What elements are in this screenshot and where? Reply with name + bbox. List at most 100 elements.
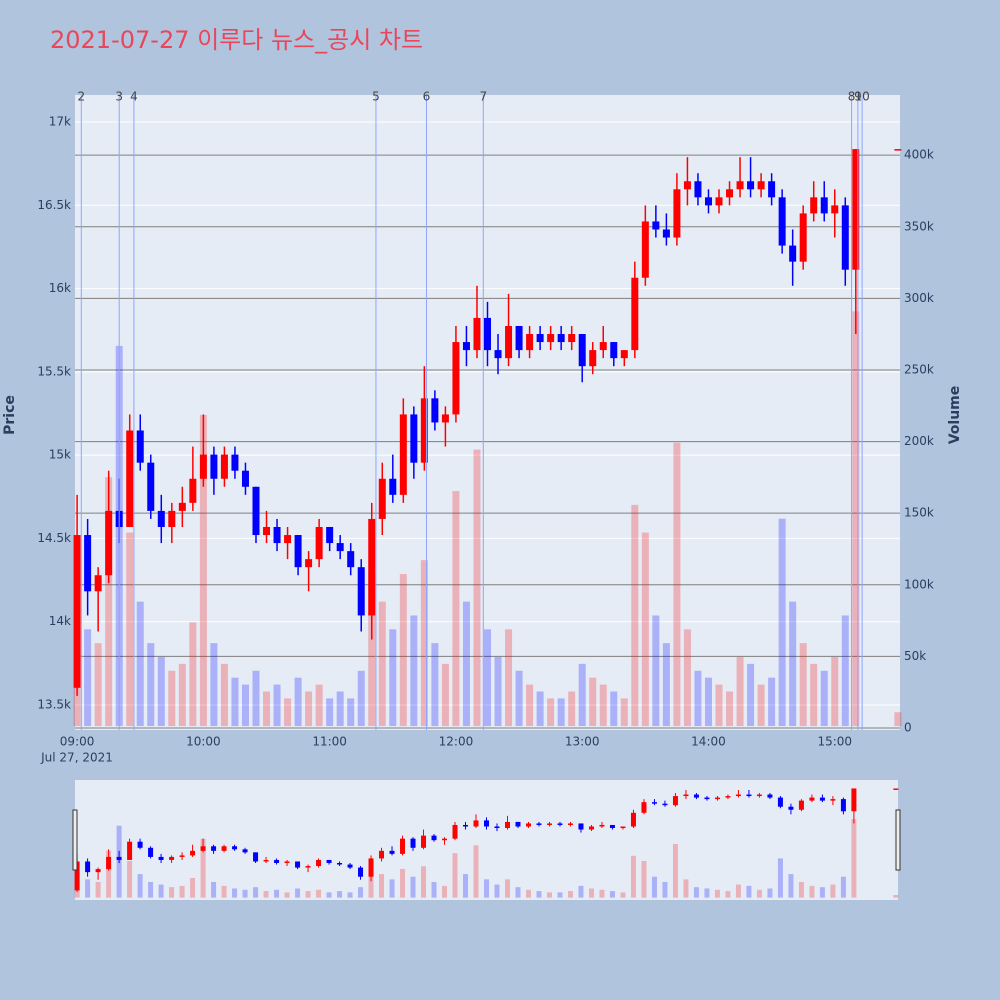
- mini-candle-body: [400, 838, 406, 854]
- y2-tick-label: 300k: [904, 291, 934, 305]
- y2-tick-label: 150k: [904, 506, 934, 520]
- news-label: 10: [854, 90, 869, 104]
- mini-volume-bar: [295, 888, 301, 898]
- mini-candle-body: [756, 794, 762, 797]
- mini-volume-bar: [452, 853, 458, 898]
- candle-body: [778, 197, 786, 246]
- y-tick-label: 15k: [49, 448, 71, 462]
- volume-bar: [589, 677, 597, 727]
- volume-bar: [641, 532, 649, 727]
- news-label: 8: [848, 90, 856, 104]
- candle-body: [673, 189, 681, 238]
- volume-bar: [747, 663, 755, 727]
- mini-candle-body: [200, 846, 206, 851]
- mini-candle-body: [389, 850, 395, 854]
- mini-volume-bar: [368, 868, 374, 898]
- volume-bar: [894, 712, 902, 727]
- candle-body: [747, 181, 755, 190]
- mini-volume-bar: [137, 874, 143, 898]
- mini-candle-body: [190, 850, 196, 856]
- volume-bar: [547, 698, 555, 727]
- volume-bar: [157, 656, 165, 727]
- mini-candle-body: [557, 823, 563, 825]
- mini-volume-bar: [851, 819, 857, 898]
- candle-body: [505, 325, 513, 359]
- x-tick-label: 12:00: [439, 735, 474, 749]
- mini-candle-body: [116, 856, 122, 860]
- volume-bar: [778, 518, 786, 727]
- mini-candle-body: [567, 823, 573, 825]
- volume-bar: [789, 601, 797, 727]
- slider-handle[interactable]: [72, 809, 78, 871]
- mini-candle-body: [704, 797, 710, 800]
- mini-volume-bar: [609, 891, 615, 898]
- volume-bar: [726, 691, 734, 727]
- candle-body: [589, 350, 597, 367]
- candle-body: [252, 486, 260, 536]
- mini-candle-body: [410, 838, 416, 848]
- candle-body: [715, 197, 723, 206]
- mini-volume-bar: [473, 845, 479, 898]
- volume-bar: [378, 601, 386, 727]
- candle-body: [84, 535, 92, 592]
- mini-volume-bar: [536, 891, 542, 898]
- volume-bar: [526, 684, 534, 727]
- mini-volume-bar: [620, 892, 626, 898]
- range-slider: [75, 780, 898, 900]
- mini-volume-bar: [567, 891, 573, 898]
- candle-body: [263, 526, 271, 536]
- candle-body: [168, 510, 176, 527]
- mini-volume-bar: [211, 881, 217, 898]
- mini-candle-body: [305, 866, 311, 868]
- mini-volume-bar: [232, 888, 238, 898]
- candle-body: [810, 197, 818, 214]
- y2-tick-label: 350k: [904, 219, 934, 233]
- volume-bar: [568, 691, 576, 727]
- mini-volume-bar: [767, 888, 773, 898]
- candle-body: [683, 181, 691, 190]
- volume-bar: [683, 629, 691, 727]
- volume-bar: [199, 415, 207, 727]
- mini-candle-body: [809, 797, 815, 801]
- mini-volume-bar: [379, 874, 385, 898]
- mini-volume-bar: [798, 881, 804, 898]
- mini-volume-bar: [148, 881, 154, 898]
- candle-body: [610, 342, 618, 359]
- slider-handle[interactable]: [895, 809, 901, 871]
- mini-volume-bar: [169, 887, 175, 898]
- mini-candle-body: [683, 794, 689, 797]
- y2-tick-label: 50k: [904, 649, 926, 663]
- news-label: 2: [77, 90, 85, 104]
- mini-candle-body: [693, 794, 699, 798]
- candle-body: [452, 342, 460, 415]
- mini-candle-body: [588, 826, 594, 830]
- mini-volume-bar: [651, 876, 657, 898]
- mini-volume-bar: [410, 876, 416, 898]
- news-label: 3: [115, 90, 123, 104]
- candle-body: [147, 462, 155, 511]
- mini-volume-bar: [358, 887, 364, 898]
- volume-bar: [484, 629, 491, 727]
- mini-candle-body: [725, 796, 731, 798]
- mini-volume-bar: [442, 885, 448, 898]
- mini-volume-bar: [830, 884, 836, 898]
- mini-candle-body: [536, 823, 542, 825]
- volume-bar: [305, 691, 313, 727]
- volume-bar: [273, 684, 281, 727]
- mini-volume-bar: [578, 885, 584, 898]
- mini-candle-body: [463, 824, 469, 827]
- mini-volume-bar: [494, 884, 500, 898]
- candle-body: [631, 277, 639, 351]
- candle-body: [641, 221, 649, 278]
- mini-candle-body: [777, 797, 783, 807]
- mini-candle-body: [106, 856, 112, 870]
- candle-body: [389, 478, 397, 495]
- mini-candle-body: [137, 841, 143, 848]
- candle-body: [557, 334, 565, 343]
- news-label: 5: [372, 90, 380, 104]
- mini-candle-body: [494, 826, 500, 829]
- mini-candle-body: [830, 799, 836, 801]
- volume-bar: [420, 560, 428, 727]
- mini-volume-bar: [400, 868, 406, 898]
- mini-volume-bar: [326, 892, 332, 898]
